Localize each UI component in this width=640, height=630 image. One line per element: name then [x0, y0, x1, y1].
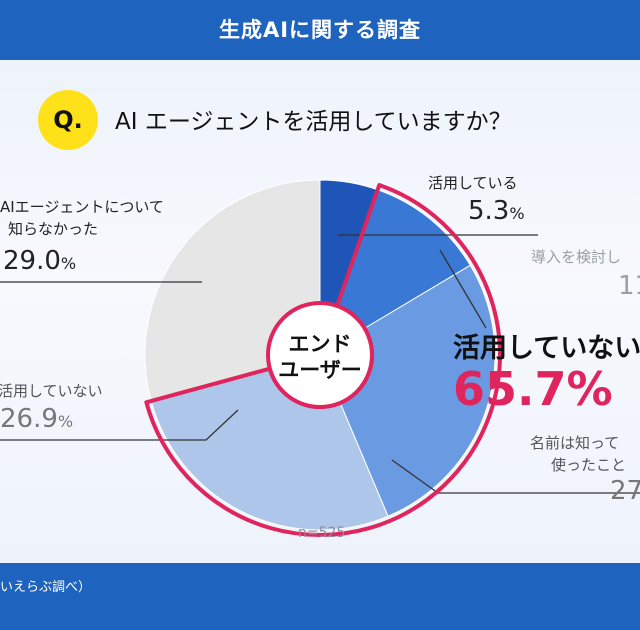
- value-considering: 11: [618, 271, 640, 301]
- label-unaware-line1: AIエージェントについて: [0, 198, 164, 216]
- label-using: 活用している: [428, 174, 518, 192]
- value-notused-number: 26.9: [0, 404, 58, 434]
- footer-bar: いえらぶ調べ）: [0, 563, 640, 630]
- label-notused: 活用していない: [0, 382, 103, 400]
- label-considering: 導入を検討し: [531, 248, 622, 266]
- label-known-line1: 名前は知って: [530, 434, 620, 452]
- value-unaware-unit: %: [60, 254, 77, 273]
- pie-slice-3: [319, 264, 496, 517]
- question-text: AI エージェントを活用していますか？: [115, 109, 512, 135]
- highlight-label: 活用していない: [453, 333, 640, 364]
- chart-panel: Q. AI エージェントを活用していますか？ エンド ユーザー 活用している 5…: [0, 60, 640, 563]
- sample-size-note: n=525: [298, 525, 346, 541]
- center-disc: [266, 301, 374, 409]
- value-using-number: 5.3: [468, 196, 510, 226]
- question-badge-label: Q.: [53, 106, 83, 134]
- pie-chart: エンド ユーザー: [0, 179, 640, 537]
- value-unaware: 29.0%: [3, 246, 76, 276]
- pie-slice-2: [319, 189, 471, 357]
- value-using-unit: %: [509, 204, 525, 223]
- value-notused-unit: %: [57, 412, 74, 431]
- leader-line-considering: [439, 249, 487, 329]
- page-title: 生成AIに関する調査: [218, 18, 422, 42]
- leader-line-notused: [0, 409, 239, 441]
- label-unaware-line2: 知らなかった: [8, 220, 99, 238]
- value-known: 27: [610, 476, 640, 506]
- center-label-line1: エンド: [289, 332, 352, 356]
- highlight-value: 65.7%: [453, 362, 613, 416]
- source-note: いえらぶ調べ）: [0, 580, 92, 595]
- label-known-line2: 使ったこと: [551, 456, 627, 474]
- value-using: 5.3%: [468, 196, 525, 226]
- value-unaware-number: 29.0: [3, 246, 61, 276]
- value-notused: 26.9%: [0, 404, 73, 434]
- center-label-line2: ユーザー: [278, 358, 362, 382]
- header-bar: 生成AIに関する調査: [0, 0, 640, 60]
- question-badge: Q.: [38, 90, 98, 150]
